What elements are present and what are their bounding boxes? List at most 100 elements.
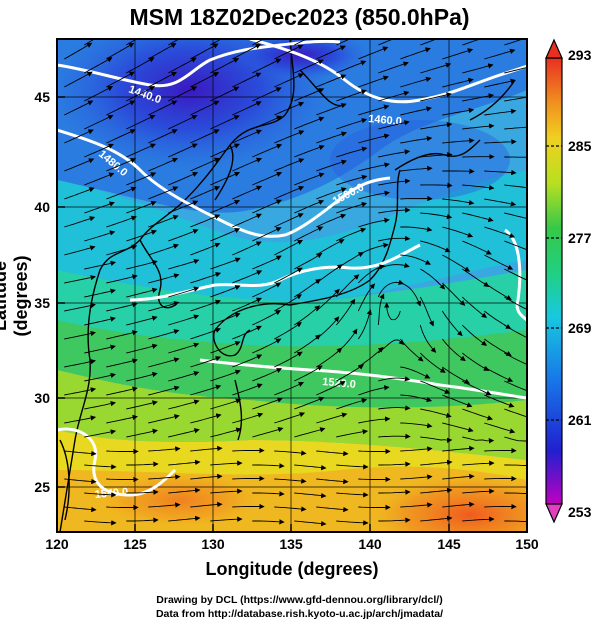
streamline (84, 172, 115, 186)
streamline (168, 342, 200, 354)
streamline (274, 506, 307, 512)
streamline (442, 137, 475, 144)
streamline (504, 324, 527, 341)
streamline (190, 72, 220, 88)
streamline (64, 415, 97, 424)
colorbar-tick-label: 293 (568, 47, 592, 63)
streamline (294, 116, 325, 130)
streamline (420, 92, 452, 102)
streamline (400, 394, 433, 403)
streamline (420, 436, 453, 444)
streamline (504, 408, 527, 418)
streamline (336, 464, 369, 470)
streamline (294, 144, 325, 158)
credit-data-source: Data from http://database.rish.kyoto-u.a… (155, 608, 444, 620)
streamline (358, 190, 390, 200)
streamline (64, 245, 96, 256)
streamline (442, 226, 474, 238)
streamline (484, 475, 517, 482)
streamline (420, 268, 446, 290)
streamline (126, 143, 156, 158)
streamline (252, 463, 285, 469)
streamline (336, 174, 368, 186)
streamline (148, 273, 180, 284)
streamline (64, 187, 95, 200)
streamline (400, 502, 433, 508)
streamline (148, 446, 181, 452)
streamline (335, 274, 360, 298)
streamline (126, 287, 158, 298)
streamline (462, 516, 495, 522)
streamline (168, 258, 200, 270)
x-tick-label: 140 (358, 536, 382, 552)
streamline (378, 120, 410, 130)
streamline (504, 66, 527, 74)
streamline (358, 476, 391, 483)
streamline (484, 447, 517, 454)
streamline (484, 139, 517, 145)
streamline (504, 184, 527, 189)
streamline (84, 400, 116, 410)
streamline (462, 380, 492, 396)
streamline (84, 372, 116, 382)
streamline (274, 130, 305, 144)
streamline (484, 198, 517, 207)
streamline (419, 296, 434, 327)
streamline (484, 226, 516, 238)
streamline (358, 217, 390, 228)
streamline (294, 492, 327, 499)
streamline (168, 86, 198, 102)
streamline (148, 100, 178, 116)
streamline (504, 380, 527, 392)
streamline (358, 448, 391, 455)
streamline (461, 324, 488, 346)
streamline (106, 100, 136, 116)
streamline (358, 46, 389, 60)
streamline (357, 283, 376, 312)
streamline (126, 259, 158, 270)
streamline (168, 200, 199, 214)
streamline (232, 354, 263, 368)
streamline (64, 100, 94, 116)
streamline (106, 244, 138, 256)
streamline (316, 239, 345, 256)
streamline (294, 427, 326, 438)
streamline (462, 268, 490, 288)
streamline (442, 254, 471, 272)
x-tick-label: 130 (201, 536, 225, 552)
streamline (294, 334, 321, 354)
streamline (274, 158, 305, 172)
streamline (84, 344, 116, 354)
streamline (190, 186, 221, 200)
streamline (106, 274, 138, 284)
streamline (64, 330, 96, 340)
streamline (442, 445, 475, 452)
streamline (461, 296, 488, 318)
streamline (316, 381, 346, 396)
streamline (252, 227, 282, 242)
streamline (316, 103, 347, 116)
streamline (252, 58, 282, 74)
streamline (210, 143, 240, 158)
streamline (316, 347, 343, 368)
streamline (64, 274, 96, 284)
streamline (126, 517, 159, 523)
streamline (294, 172, 325, 186)
streamline (442, 198, 475, 206)
streamline (378, 61, 409, 74)
streamline (126, 400, 158, 410)
streamline (84, 316, 116, 326)
streamline (336, 60, 367, 74)
streamline (400, 76, 432, 88)
temperature-field: 1440.0 1460.0 1480.0 1500.0 1520.0 1540.… (57, 39, 527, 532)
streamline (232, 503, 265, 510)
streamline (168, 39, 180, 46)
streamline (274, 381, 305, 396)
streamline (252, 39, 265, 46)
streamline (106, 386, 138, 396)
streamline (210, 460, 243, 466)
streamline (316, 288, 340, 312)
streamline (190, 43, 219, 60)
streamline (210, 228, 241, 242)
streamline (64, 158, 95, 172)
